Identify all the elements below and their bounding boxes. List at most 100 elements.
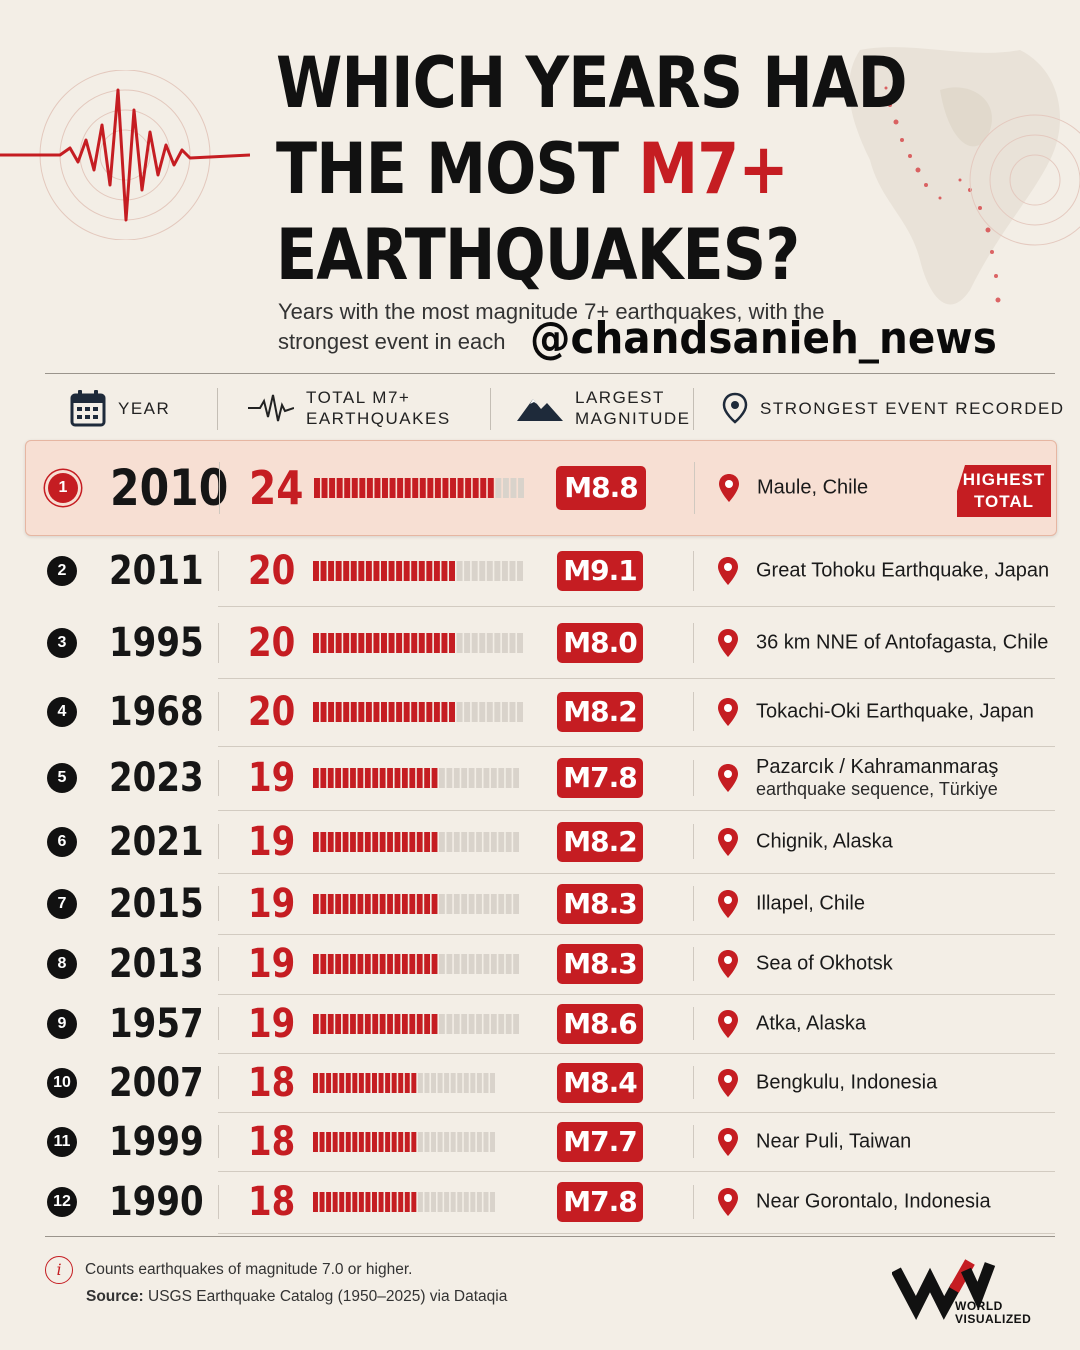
event-location-line1: Bengkulu, Indonesia — [756, 1071, 938, 1093]
bar-segment-filled — [350, 954, 356, 974]
event-location: Near Puli, Taiwan — [756, 1130, 911, 1153]
bar-segment-filled — [411, 1072, 417, 1093]
bar-segment-filled — [313, 831, 319, 852]
column-divider — [218, 692, 219, 731]
bar-segment-filled — [373, 633, 380, 653]
bar-segment-empty — [468, 954, 475, 974]
rank-badge: 8 — [47, 949, 77, 979]
year-label: 1990 — [109, 1179, 204, 1225]
bar-segment-filled — [409, 768, 416, 788]
bar-segment-filled — [335, 954, 342, 974]
bar-segment-empty — [450, 1192, 456, 1212]
event-location: 36 km NNE of Antofagasta, Chile — [756, 632, 1048, 655]
bar-segment-empty — [476, 1131, 482, 1152]
bar-segment-filled — [335, 893, 342, 914]
bar-segment-empty — [501, 701, 508, 722]
count-bar — [314, 478, 524, 498]
bar-segment-filled — [372, 1192, 377, 1212]
event-location-line1: Illapel, Chile — [756, 892, 865, 914]
rank-badge: 6 — [47, 826, 77, 857]
bar-segment-filled — [388, 633, 395, 653]
bar-segment-filled — [364, 768, 371, 788]
bar-segment-filled — [345, 1072, 351, 1093]
bar-segment-filled — [345, 1192, 351, 1212]
year-label: 2010 — [110, 459, 229, 517]
bar-segment-empty — [486, 701, 493, 722]
tag-line2: TOTAL — [973, 492, 1035, 511]
count-bar — [313, 954, 519, 974]
bar-segment-filled — [411, 561, 418, 581]
bar-segment-filled — [313, 768, 319, 788]
magnitude-badge: M8.3 — [557, 944, 643, 984]
rank-badge: 3 — [47, 628, 77, 658]
bar-segment-filled — [411, 1131, 417, 1152]
bar-segment-filled — [379, 831, 386, 852]
bar-segment-filled — [487, 478, 494, 498]
column-label-strongest: STRONGEST EVENT RECORDED — [760, 398, 1065, 418]
bar-segment-filled — [350, 701, 357, 722]
bar-segment-filled — [321, 478, 328, 498]
bar-segment-filled — [424, 831, 431, 852]
bar-segment-filled — [327, 1013, 334, 1034]
table-row: 6 2021 19 M8.2 Chignik, Alaska — [25, 810, 1055, 873]
bar-segment-empty — [498, 768, 505, 788]
header-divider-top — [45, 373, 1055, 374]
bar-segment-filled — [335, 768, 342, 788]
logo-text: WORLD VISUALIZED — [955, 1300, 1031, 1326]
bar-segment-empty — [509, 701, 516, 722]
bar-segment-empty — [446, 893, 453, 914]
bar-segment-empty — [444, 1072, 450, 1093]
bar-segment-filled — [365, 701, 372, 722]
bar-segment-filled — [426, 561, 433, 581]
bar-segment-filled — [401, 1013, 408, 1034]
event-location: Maule, Chile — [757, 477, 868, 500]
bar-segment-filled — [416, 831, 423, 852]
column-label-year: YEAR — [118, 398, 171, 418]
location-pin-icon — [718, 1188, 738, 1216]
year-label: 2011 — [109, 548, 204, 594]
bar-segment-empty — [439, 954, 445, 974]
bar-segment-empty — [490, 1013, 497, 1034]
event-location-line1: Pazarcık / Kahramanmaraş — [756, 756, 999, 778]
count-bar — [313, 1192, 495, 1212]
bar-segment-filled — [350, 831, 356, 852]
bar-segment-filled — [394, 893, 401, 914]
bar-segment-filled — [391, 1131, 397, 1152]
column-label-total: TOTAL M7+ EARTHQUAKES — [306, 387, 451, 429]
bar-segment-filled — [358, 1072, 364, 1093]
bar-segment-filled — [401, 954, 408, 974]
bar-segment-filled — [404, 1131, 410, 1152]
column-label-largest-line2: MAGNITUDE — [575, 409, 691, 428]
bar-segment-filled — [313, 893, 319, 914]
column-divider — [218, 947, 219, 981]
bar-segment-empty — [476, 831, 482, 852]
bar-segment-empty — [486, 633, 493, 653]
bar-segment-filled — [352, 1192, 358, 1212]
bar-segment-empty — [513, 831, 519, 852]
column-divider — [693, 551, 694, 591]
bar-segment-empty — [424, 1131, 430, 1152]
bar-segment-filled — [350, 893, 356, 914]
year-label: 2015 — [109, 880, 204, 927]
bar-segment-filled — [372, 1072, 377, 1093]
year-label: 2013 — [109, 941, 204, 987]
column-label-total-line2: EARTHQUAKES — [306, 409, 451, 428]
bar-segment-empty — [501, 633, 508, 653]
magnitude-badge: M9.1 — [557, 551, 643, 591]
bar-segment-filled — [378, 1072, 384, 1093]
bar-segment-filled — [387, 893, 393, 914]
year-label: 1999 — [109, 1118, 204, 1165]
bar-segment-filled — [373, 561, 380, 581]
table-row: 1 2010 24 M8.8 Maule, Chile HIGHEST TOTAL — [25, 440, 1057, 536]
bar-segment-filled — [424, 893, 431, 914]
year-label: 1968 — [109, 688, 204, 735]
bar-segment-empty — [510, 478, 517, 498]
bar-segment-filled — [320, 561, 327, 581]
bar-segment-empty — [513, 768, 519, 788]
bar-segment-filled — [472, 478, 479, 498]
bar-segment-filled — [424, 954, 431, 974]
bar-segment-filled — [350, 633, 357, 653]
bar-segment-filled — [394, 768, 401, 788]
bar-segment-filled — [335, 561, 342, 581]
bar-segment-filled — [379, 1013, 386, 1034]
